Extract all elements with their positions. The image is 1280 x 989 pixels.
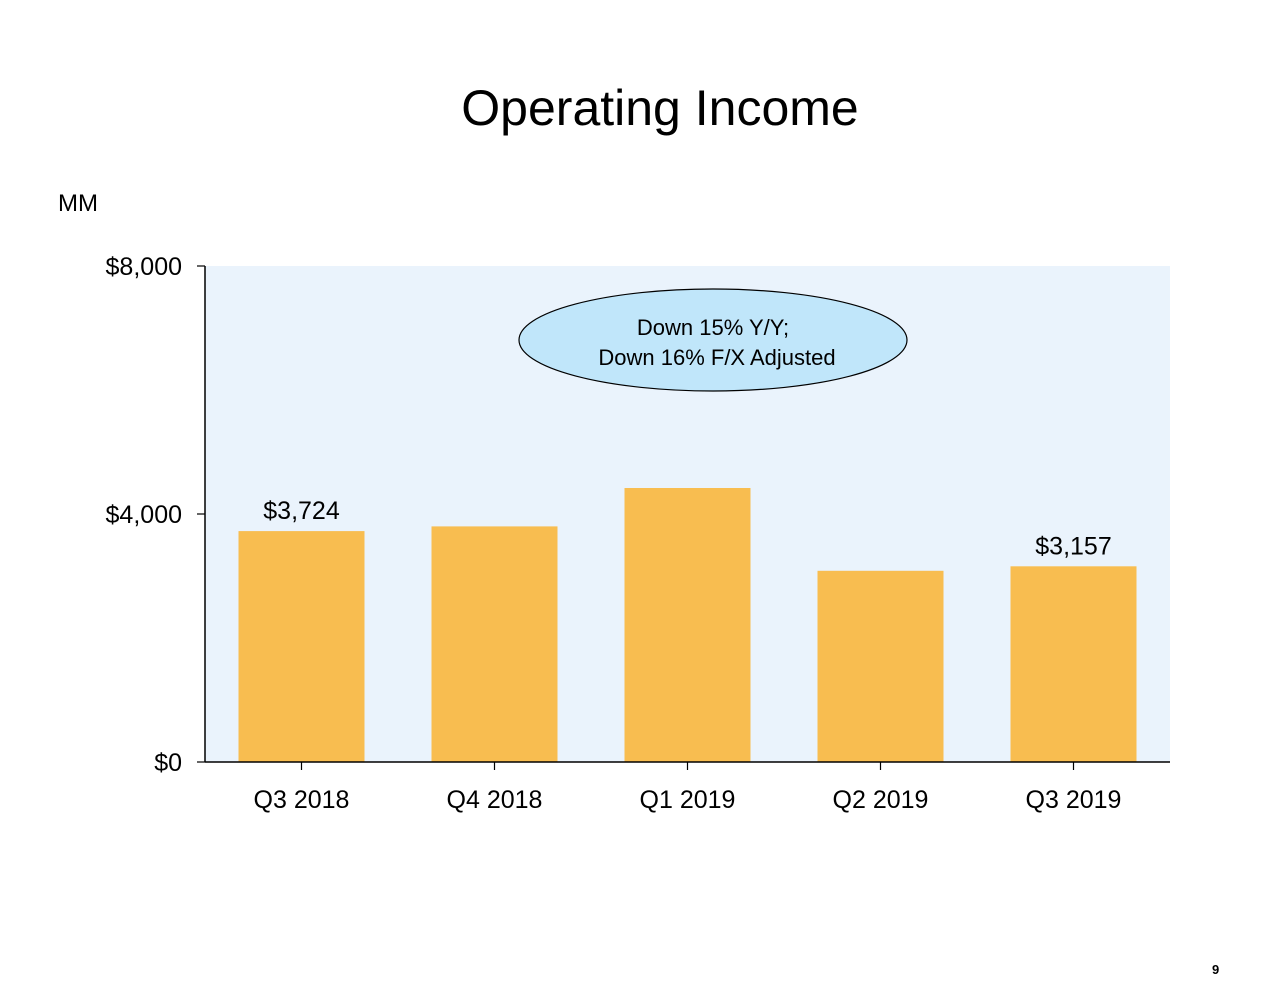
- bar-q3-2019: [1010, 566, 1137, 762]
- x-tick-label: Q3 2019: [1026, 786, 1122, 814]
- operating-income-chart: $3,724 $3,157 Q3 2018 Q4 2018 Q1 2019 Q2 201…: [106, 253, 1170, 814]
- bar-q2-2019: [817, 570, 944, 762]
- y-tick-label: $4,000: [106, 501, 182, 529]
- unit-label: MM: [58, 190, 98, 217]
- bar-q3-2018: [238, 531, 365, 762]
- bars: [238, 488, 1137, 762]
- x-tick-label: Q3 2018: [254, 786, 350, 814]
- slide-title: Operating Income: [461, 80, 859, 136]
- data-labels: $3,724 $3,157: [263, 497, 1111, 560]
- x-tick-label: Q4 2018: [447, 786, 543, 814]
- axes: Q3 2018 Q4 2018 Q1 2019 Q2 2019 Q3 2019 $0 $4,…: [106, 253, 1170, 814]
- callout-ellipse: [518, 288, 908, 392]
- y-tick-label: $0: [154, 749, 182, 777]
- y-tick-label: $8,000: [106, 253, 182, 281]
- callout-line-2: Down 16% F/X Adjusted: [598, 345, 835, 370]
- callout: Down 15% Y/Y; Down 16% F/X Adjusted: [518, 288, 908, 392]
- x-tick-label: Q2 2019: [833, 786, 929, 814]
- bar-value-label: $3,724: [263, 497, 340, 525]
- x-tick-label: Q1 2019: [640, 786, 736, 814]
- bar-q1-2019: [624, 488, 751, 762]
- bar-value-label: $3,157: [1035, 532, 1111, 560]
- callout-line-1: Down 15% Y/Y;: [637, 315, 789, 340]
- page-number: 9: [1212, 962, 1220, 977]
- bar-q4-2018: [431, 526, 558, 762]
